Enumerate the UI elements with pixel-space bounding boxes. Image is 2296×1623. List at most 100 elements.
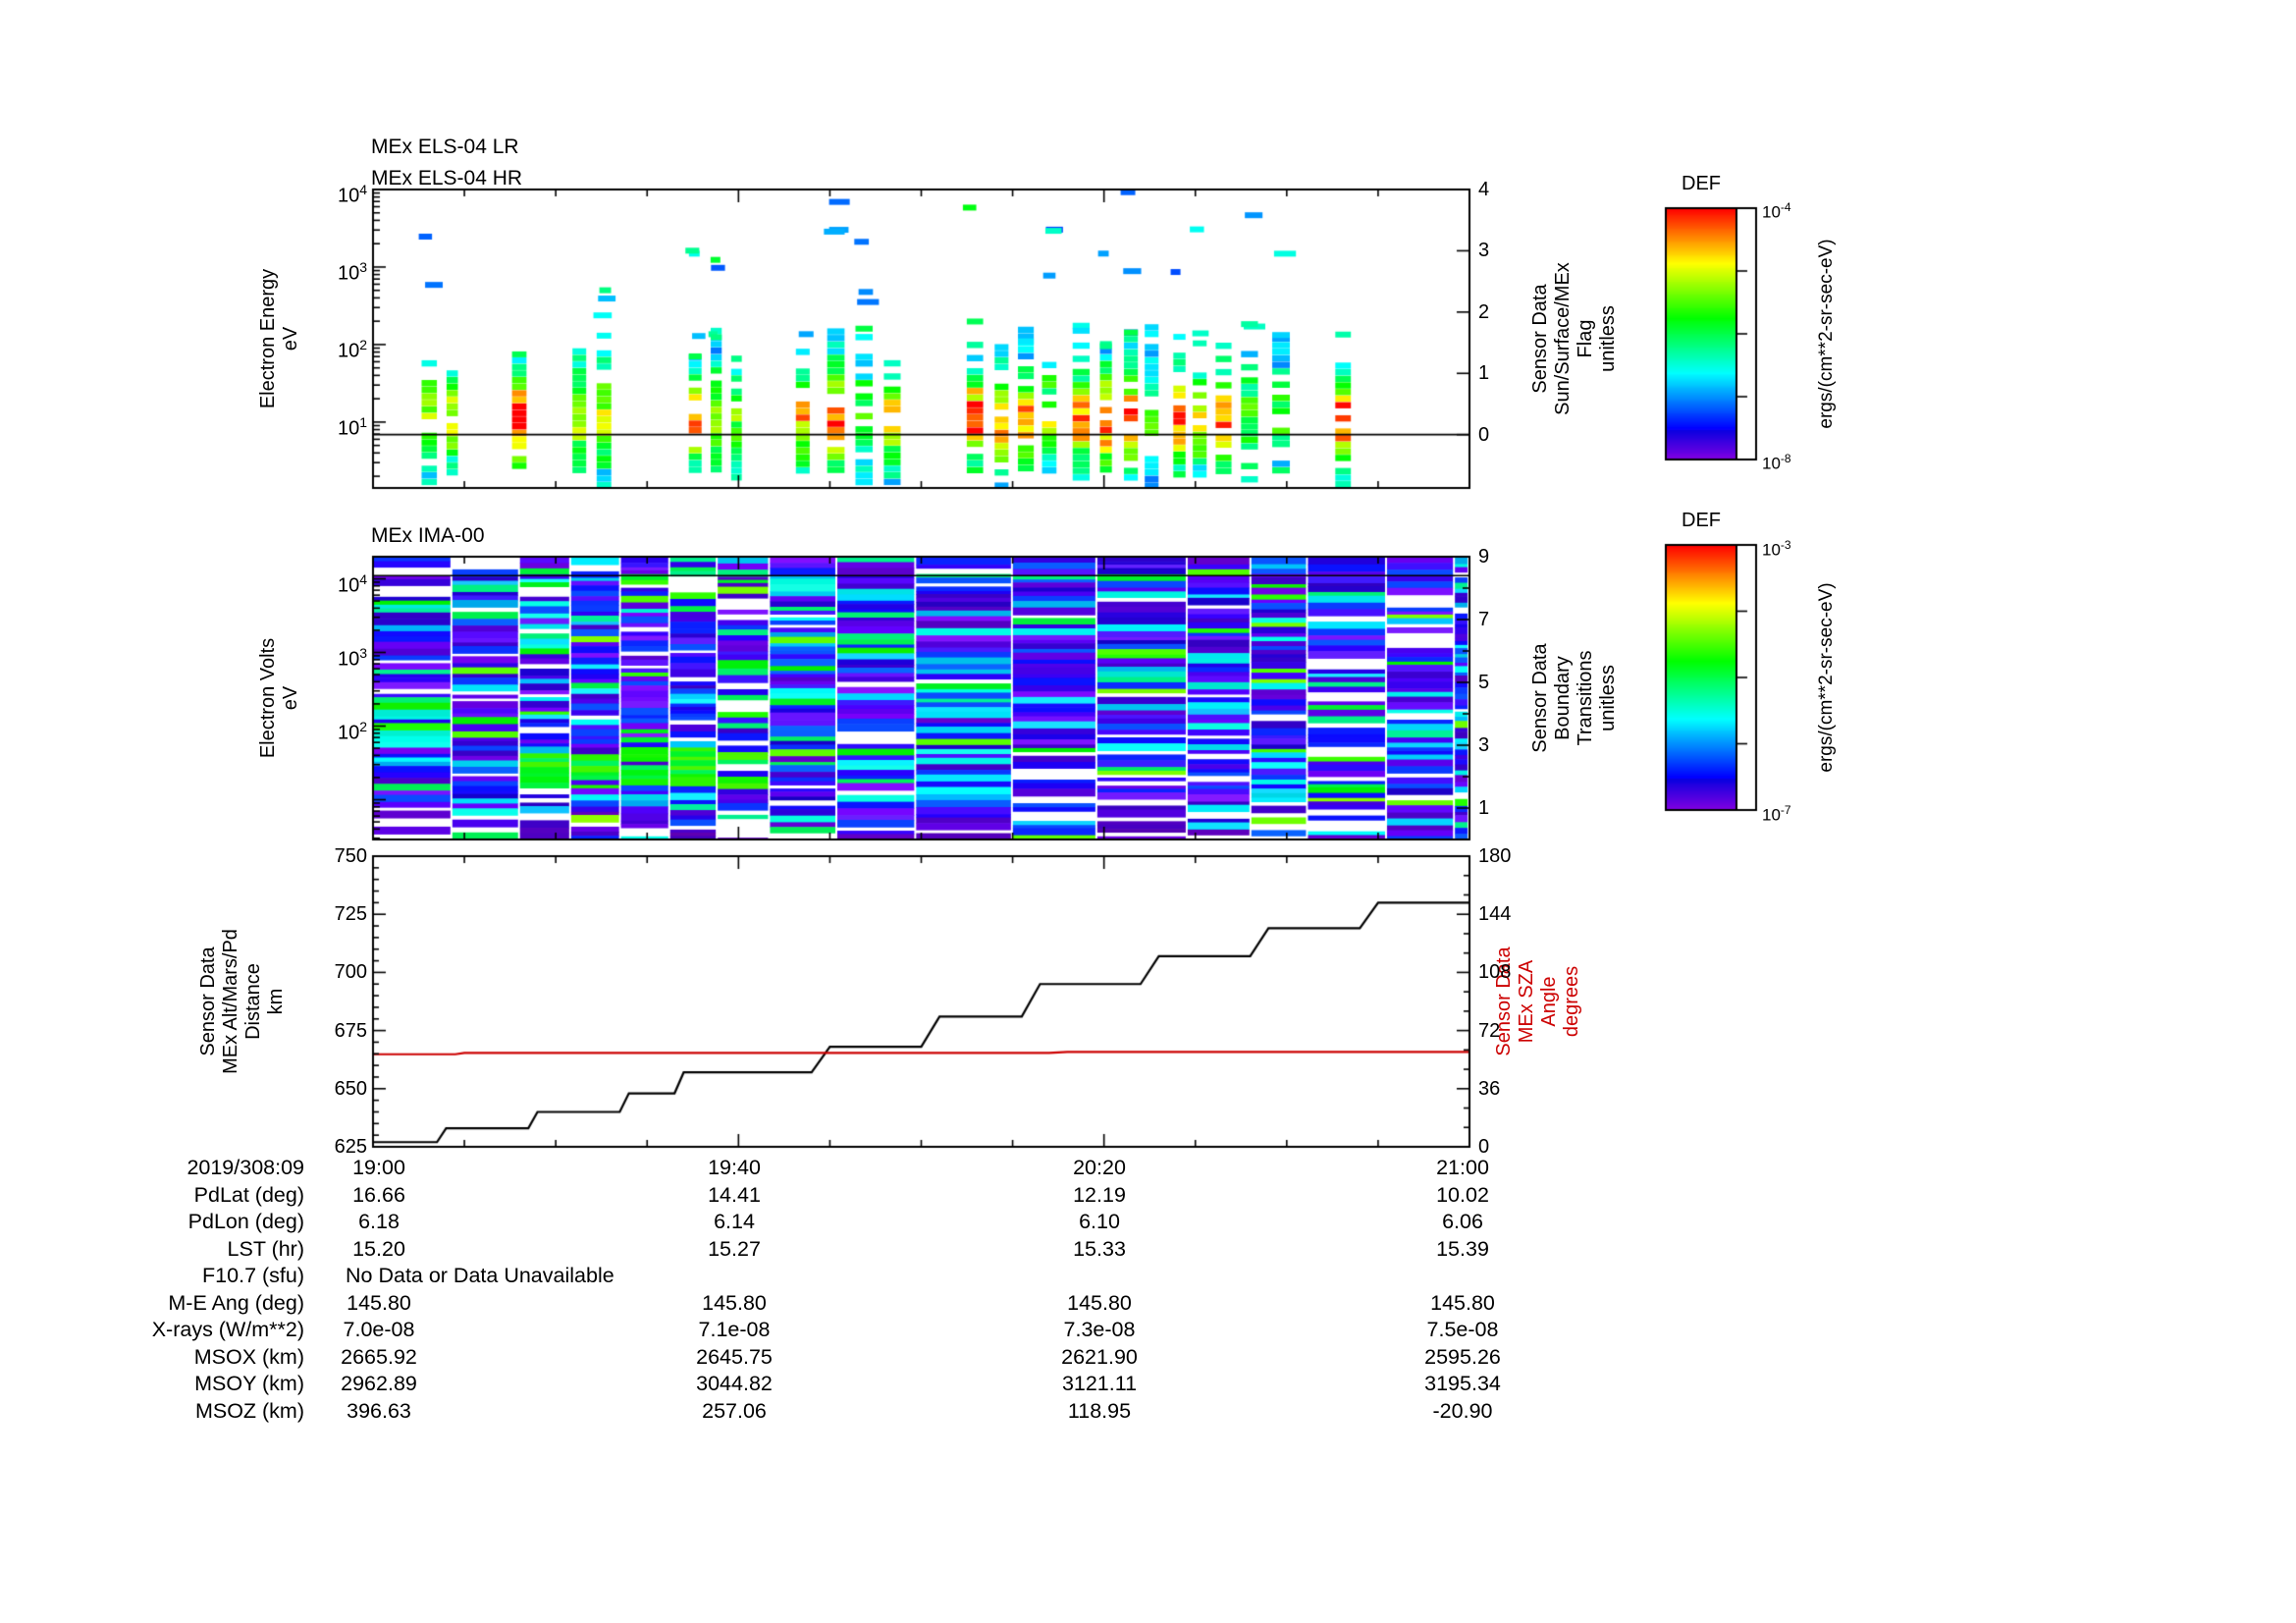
- axis-label-line: Angle: [1538, 976, 1560, 1027]
- table-row-label: MSOY (km): [194, 1372, 304, 1395]
- table-value: No Data or Data Unavailable: [346, 1264, 614, 1287]
- axis-label-line: Sensor Data: [1529, 643, 1551, 753]
- right-tick-label: 9: [1478, 546, 1490, 568]
- table-value: 3195.34: [1424, 1372, 1501, 1395]
- table-value: -20.90: [1432, 1398, 1493, 1423]
- table-value: 10.02: [1436, 1182, 1489, 1207]
- right-tick-label: 5: [1478, 672, 1490, 693]
- table-value: 2645.75: [696, 1344, 773, 1369]
- right-tick-label: 0: [1478, 1136, 1490, 1158]
- colorbar1-min-label: 10-8: [1762, 452, 1791, 473]
- y-tick-label: 700: [334, 961, 367, 984]
- axis-label-line: Boundary: [1552, 656, 1574, 740]
- colorbar1-title: DEF: [1682, 173, 1721, 194]
- table-value: 2962.89: [341, 1372, 417, 1395]
- right-tick-label: 1: [1478, 797, 1490, 819]
- axis-label-line: Electron Volts: [257, 637, 279, 759]
- table-value: 7.1e-08: [698, 1318, 771, 1341]
- table-row-label: PdLon (deg): [187, 1210, 304, 1233]
- ima-boundary-axis-label: Sensor Data Boundary Transitions unitles…: [1529, 541, 1620, 855]
- table-value: 145.80: [1067, 1290, 1132, 1315]
- table-row-label: 2019/308:09: [187, 1156, 304, 1179]
- right-tick-label: 3: [1478, 734, 1490, 756]
- table-value: 6.10: [1079, 1210, 1120, 1233]
- y-tick-label: 104: [337, 182, 367, 207]
- right-tick-label: 72: [1478, 1019, 1501, 1042]
- table-value: 15.20: [352, 1236, 405, 1261]
- y-tick-label: 625: [334, 1136, 367, 1158]
- y-tick-label: 103: [337, 644, 367, 671]
- y-tick-label: 103: [337, 258, 367, 285]
- table-value: 145.80: [347, 1290, 411, 1315]
- table-value: 19:40: [708, 1156, 761, 1179]
- table-value: 14.41: [708, 1182, 761, 1207]
- axis-label-line: Flag: [1575, 319, 1596, 358]
- axis-label-line: Transitions: [1575, 650, 1596, 746]
- right-tick-label: 144: [1478, 903, 1512, 926]
- els-energy-axis-label: Electron Energy eV: [257, 182, 302, 496]
- table-value: 15.27: [708, 1236, 761, 1261]
- table-row-label: MSOX (km): [193, 1344, 304, 1369]
- right-tick-label: 180: [1478, 845, 1512, 867]
- table-value: 2595.26: [1424, 1344, 1501, 1369]
- table-value: 12.19: [1073, 1182, 1126, 1207]
- axis-label-line: km: [265, 988, 287, 1015]
- table-value: 6.06: [1442, 1210, 1483, 1233]
- y-tick-label: 675: [334, 1019, 367, 1042]
- table-value: 3044.82: [696, 1372, 773, 1395]
- table-value: 7.0e-08: [343, 1318, 415, 1341]
- colorbar1-max-label: 10-4: [1762, 200, 1791, 222]
- table-row-label: MSOZ (km): [194, 1398, 304, 1423]
- right-tick-label: 0: [1478, 423, 1490, 446]
- table-value: 2621.90: [1061, 1344, 1138, 1369]
- table-value: 145.80: [702, 1290, 767, 1315]
- table-value: 6.14: [714, 1210, 755, 1233]
- table-row-label: F10.7 (sfu): [202, 1264, 304, 1287]
- table-value: 21:00: [1436, 1156, 1489, 1179]
- y-tick-label: 102: [337, 718, 367, 744]
- table-value: 3121.11: [1061, 1372, 1138, 1395]
- table-row-label: PdLat (deg): [193, 1182, 304, 1207]
- axis-label-line: Distance: [242, 963, 264, 1040]
- table-row-label: LST (hr): [227, 1236, 304, 1261]
- right-tick-label: 3: [1478, 240, 1490, 262]
- colorbar2-min-label: 10-7: [1762, 803, 1791, 825]
- table-value: 257.06: [702, 1398, 767, 1423]
- axis-label-line: Sensor Data: [197, 947, 219, 1056]
- table-value: 16.66: [352, 1182, 405, 1207]
- table-value: 118.95: [1067, 1398, 1132, 1423]
- right-tick-label: 2: [1478, 300, 1490, 323]
- table-value: 6.18: [358, 1210, 400, 1233]
- axis-label-line: unitless: [1597, 305, 1619, 372]
- axis-label-line: Sun/Surface/MEx: [1552, 262, 1574, 415]
- table-value: 145.80: [1430, 1290, 1495, 1315]
- y-tick-label: 101: [337, 413, 367, 440]
- sza-axis-label: Sensor Data MEx SZA Angle degrees: [1493, 835, 1583, 1168]
- axis-label-line: degrees: [1561, 965, 1582, 1038]
- y-tick-label: 750: [334, 845, 367, 867]
- colorbar2-units-label: ergs/(cm**2-sr-sec-eV): [1815, 582, 1837, 773]
- right-tick-label: 1: [1478, 362, 1490, 385]
- colorbar2-max-label: 10-3: [1762, 538, 1791, 560]
- ima-title: MEx IMA-00: [371, 524, 485, 547]
- els-flag-axis-label: Sensor Data Sun/Surface/MEx Flag unitles…: [1529, 182, 1620, 496]
- y-tick-label: 104: [337, 570, 367, 597]
- right-tick-label: 108: [1478, 961, 1512, 984]
- table-row-label: M-E Ang (deg): [168, 1290, 304, 1315]
- altitude-axis-label: Sensor Data MEx Alt/Mars/Pd Distance km: [197, 835, 288, 1168]
- y-tick-label: 725: [334, 903, 367, 926]
- els-title-hr: MEx ELS-04 HR: [371, 167, 523, 189]
- ima-volts-axis-label: Electron Volts eV: [257, 541, 302, 855]
- table-row-label: X-rays (W/m**2): [151, 1318, 304, 1341]
- table-value: 7.5e-08: [1426, 1318, 1499, 1341]
- table-value: 15.33: [1073, 1236, 1126, 1261]
- table-value: 19:00: [352, 1156, 405, 1179]
- els-title-lr: MEx ELS-04 LR: [371, 135, 519, 158]
- table-value: 20:20: [1073, 1156, 1126, 1179]
- axis-label-line: unitless: [1597, 665, 1619, 731]
- axis-label-line: MEx SZA: [1516, 959, 1537, 1044]
- axis-label-line: Electron Energy: [257, 268, 279, 409]
- right-tick-label: 7: [1478, 609, 1490, 630]
